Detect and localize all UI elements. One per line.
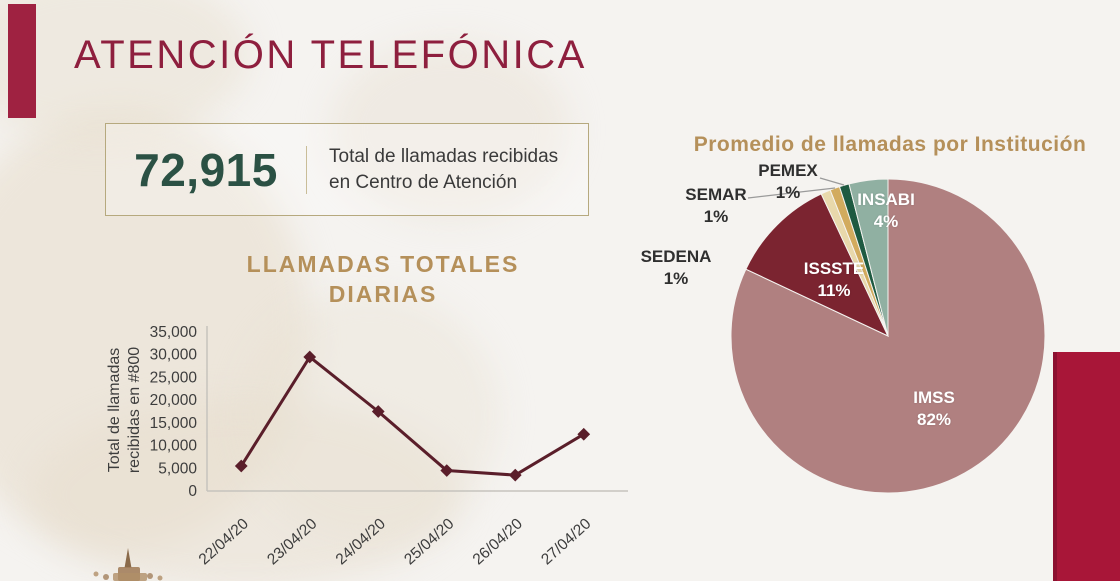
daily-calls-line-chart: 0 5,000 10,000 15,000 20,000 25,000 30,000 35,0… bbox=[150, 324, 628, 568]
svg-text:20,000: 20,000 bbox=[150, 392, 198, 409]
total-calls-card: 72,915 Total de llamadas recibidas en Ce… bbox=[105, 123, 589, 216]
accent-bar bbox=[8, 4, 36, 118]
svg-text:24/04/20: 24/04/20 bbox=[333, 515, 389, 568]
pie-slice-label-issste: ISSSTE 11% bbox=[803, 258, 865, 300]
svg-text:10,000: 10,000 bbox=[150, 438, 198, 455]
line-chart-title-line: LLAMADAS TOTALES bbox=[246, 251, 520, 277]
description-line: Total de llamadas recibidas bbox=[329, 145, 559, 167]
svg-text:25/04/20: 25/04/20 bbox=[401, 515, 457, 568]
svg-text:26/04/20: 26/04/20 bbox=[470, 515, 526, 568]
svg-text:22/04/20: 22/04/20 bbox=[196, 515, 252, 568]
svg-text:30,000: 30,000 bbox=[150, 347, 198, 364]
line-chart-title: LLAMADAS TOTALES DIARIAS bbox=[198, 249, 568, 309]
pie-slice-label-insabi: INSABI 4% bbox=[857, 189, 915, 231]
description-line: en Centro de Atención bbox=[329, 171, 518, 193]
line-chart-title-line: DIARIAS bbox=[328, 281, 438, 307]
pie-slice-label-imss: IMSS 82% bbox=[913, 387, 955, 429]
svg-text:5,000: 5,000 bbox=[158, 460, 197, 477]
svg-text:0: 0 bbox=[188, 483, 197, 500]
calls-by-institution-pie-chart bbox=[730, 177, 1046, 494]
svg-text:25,000: 25,000 bbox=[150, 369, 198, 386]
stat-divider bbox=[306, 145, 307, 194]
total-calls-description: Total de llamadas recibidas en Centro de… bbox=[307, 144, 558, 195]
pie-slice-label-semar: SEMAR 1% bbox=[685, 185, 747, 227]
svg-text:27/04/20: 27/04/20 bbox=[538, 515, 594, 568]
svg-text:23/04/20: 23/04/20 bbox=[264, 515, 320, 568]
watermark-blob bbox=[330, 40, 570, 220]
cathedral-watermark bbox=[93, 548, 163, 581]
side-accent-block bbox=[1053, 352, 1120, 581]
watermark-blob bbox=[240, 290, 500, 540]
pie-slice-label-sedena: SEDENA 1% bbox=[640, 247, 712, 289]
pie-chart-title: Promedio de llamadas por Institución bbox=[693, 133, 1087, 156]
svg-text:15,000: 15,000 bbox=[150, 415, 198, 432]
total-calls-value: 72,915 bbox=[134, 143, 278, 196]
svg-text:35,000: 35,000 bbox=[150, 324, 198, 341]
pie-slice-label-pemex: PEMEX 1% bbox=[758, 161, 818, 203]
page-title: ATENCIÓN TELEFÓNICA bbox=[74, 33, 587, 77]
